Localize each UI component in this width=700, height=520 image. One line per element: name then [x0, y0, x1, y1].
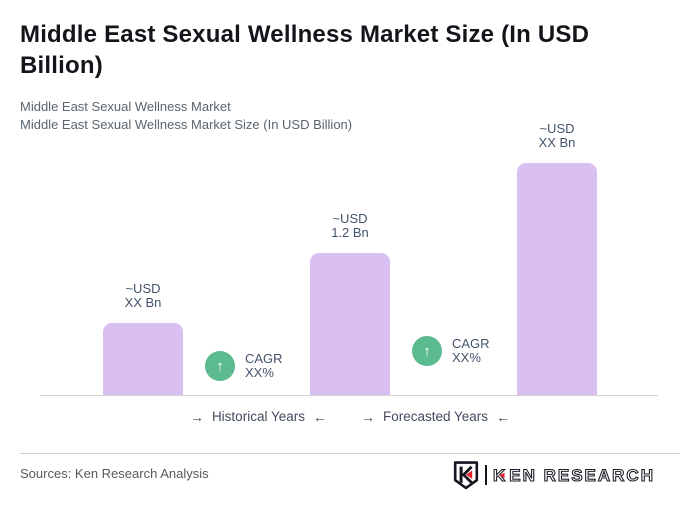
- right-arrow-icon: →: [360, 408, 375, 425]
- bar-current: [310, 253, 390, 395]
- logo-red-triangle-icon: ◄: [497, 469, 509, 480]
- cagr-label: CAGR XX%: [245, 351, 283, 380]
- x-axis-annotations: → Historical Years ← → Forecasted Years …: [0, 409, 700, 424]
- sources-text: Sources: Ken Research Analysis: [20, 466, 209, 481]
- bar-value-label: ~USD XX Bn: [538, 121, 576, 150]
- bar-value-label: ~USD XX Bn: [124, 281, 162, 310]
- logo-brand-text: K ◄ EN RESEARCH: [492, 465, 655, 485]
- bar-historical: [103, 323, 183, 395]
- chart-subtitle-line1: Middle East Sexual Wellness Market: [20, 99, 231, 114]
- right-arrow-icon: →: [189, 408, 204, 425]
- cagr-circle: ↑: [412, 336, 442, 366]
- chart-baseline: [40, 395, 658, 396]
- bar-forecast: [517, 163, 597, 395]
- logo-separator: [485, 465, 488, 485]
- cagr-label: CAGR XX%: [452, 336, 490, 365]
- axis-annotation-forecasted: → Forecasted Years ←: [361, 409, 510, 424]
- left-arrow-icon: ←: [312, 408, 327, 425]
- chart-subtitle-line2: Middle East Sexual Wellness Market Size …: [20, 117, 353, 132]
- up-arrow-icon: ↑: [216, 357, 224, 375]
- ken-research-shield-icon: [453, 460, 479, 489]
- page-title: Middle East Sexual Wellness Market Size …: [20, 21, 590, 79]
- axis-annotation-historical: → Historical Years ←: [190, 409, 327, 424]
- left-arrow-icon: ←: [496, 408, 511, 425]
- up-arrow-icon: ↑: [423, 342, 431, 360]
- axis-annotation-label: Forecasted Years: [382, 409, 489, 424]
- chart-subtitle: Middle East Sexual Wellness Market Middl…: [20, 98, 352, 134]
- ken-research-logo: K ◄ EN RESEARCH: [453, 460, 655, 490]
- cagr-badge: ↑ CAGR XX%: [412, 336, 490, 366]
- cagr-circle: ↑: [205, 351, 235, 381]
- footer-divider: [20, 453, 680, 454]
- axis-annotation-label: Historical Years: [211, 409, 305, 424]
- bar-value-label: ~USD 1.2 Bn: [331, 211, 369, 240]
- cagr-badge: ↑ CAGR XX%: [205, 351, 283, 381]
